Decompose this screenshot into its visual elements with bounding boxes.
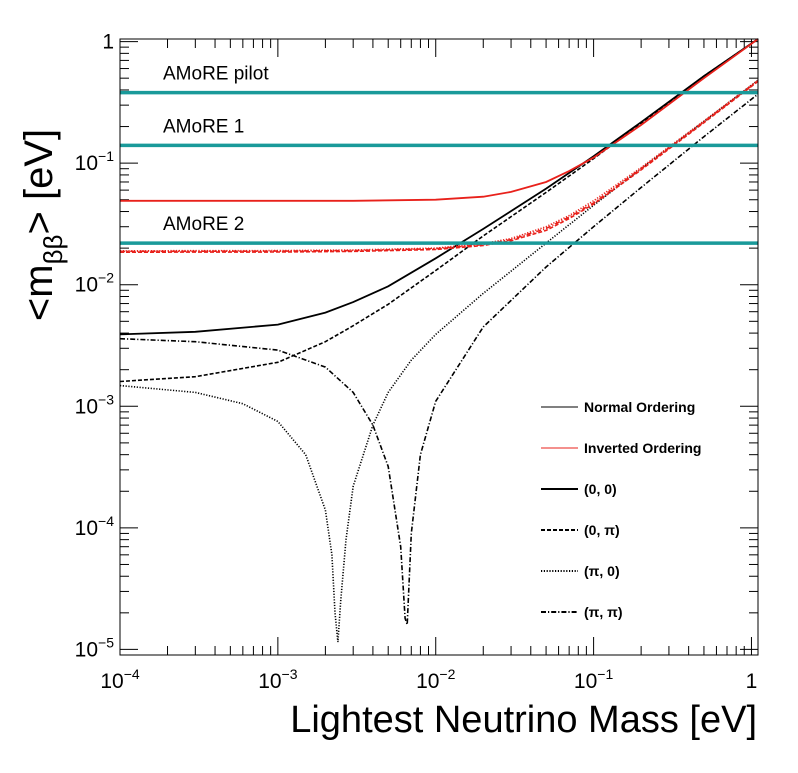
y-tick-label: 10−4 <box>75 513 115 540</box>
series-io-pi-pi <box>119 80 759 253</box>
plot-frame <box>119 38 759 656</box>
y-axis-title: <mββ> [eV] <box>17 129 68 321</box>
sensitivity-label: AMoRE 1 <box>163 116 244 137</box>
legend-label: (π, 0) <box>584 563 620 579</box>
y-axis-title-sub: ββ <box>38 235 68 265</box>
legend-label: (0, 0) <box>584 481 617 497</box>
series-io-0-0 <box>120 38 759 202</box>
legend-label: Normal Ordering <box>584 399 695 415</box>
y-tick-label: 1 <box>102 31 114 54</box>
legend: Normal Ordering Inverted Ordering (0, 0) (0… <box>541 399 701 620</box>
series-no-0-0 <box>119 38 759 336</box>
x-tick-label: 10−2 <box>416 666 456 693</box>
x-tick-label: 1 <box>746 670 758 693</box>
legend-label: (0, π) <box>584 522 620 538</box>
x-tick-label: 10−3 <box>258 666 298 693</box>
y-axis-title-end: > [eV] <box>17 129 61 235</box>
series-lines <box>119 38 759 643</box>
sensitivity-label: AMoRE 2 <box>163 214 244 235</box>
legend-label: Inverted Ordering <box>584 440 701 456</box>
x-tick-label: 10−1 <box>574 666 614 693</box>
sensitivity-labels: AMoRE pilot AMoRE 1 AMoRE 2 <box>163 64 269 235</box>
y-tick-label: 10−3 <box>75 391 115 418</box>
series-no-pi-0 <box>119 79 759 643</box>
axis-tick-labels: 10−4 10−3 10−2 10−1 1 10−5 10−4 10−3 10−2 10−1 1 <box>75 31 758 693</box>
x-tick-label: 10−4 <box>100 666 140 693</box>
sensitivity-lines <box>120 90 758 245</box>
series-io-0-pi <box>119 80 759 253</box>
sensitivity-label: AMoRE pilot <box>163 64 269 85</box>
series-no-pi-pi <box>119 93 759 625</box>
y-axis-title-main: <m <box>17 264 61 321</box>
series-no-0-pi <box>119 38 759 383</box>
y-tick-label: 10−5 <box>75 634 115 661</box>
x-axis-title: Lightest Neutrino Mass [eV] <box>290 699 757 741</box>
y-tick-label: 10−1 <box>75 148 115 175</box>
y-tick-label: 10−2 <box>75 270 115 297</box>
axis-ticks <box>119 39 758 656</box>
legend-label: (π, π) <box>584 604 623 620</box>
